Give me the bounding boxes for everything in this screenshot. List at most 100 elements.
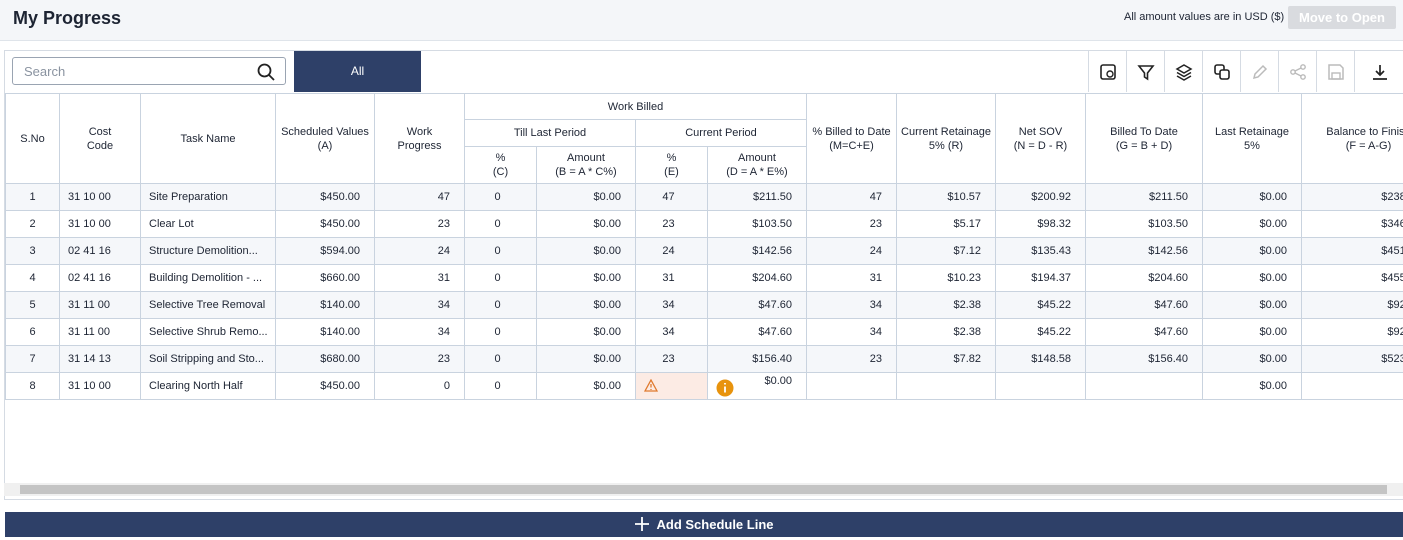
warning-icon bbox=[643, 378, 659, 392]
table-cell: $148.58 bbox=[995, 345, 1086, 373]
info-icon bbox=[716, 379, 734, 397]
table-cell: $5.17 bbox=[896, 210, 996, 238]
column-header: S.No bbox=[5, 93, 60, 184]
report-button[interactable] bbox=[1088, 51, 1126, 92]
table-cell: $103.50 bbox=[1085, 210, 1203, 238]
table-cell: 34 bbox=[635, 318, 708, 346]
column-header: Cost Code bbox=[59, 93, 141, 184]
table-row: 6 31 11 00 Selective Shrub Remo... $140.00 3… bbox=[5, 318, 1403, 346]
share-button[interactable] bbox=[1278, 51, 1316, 92]
add-schedule-line-button[interactable]: Add Schedule Line bbox=[5, 512, 1403, 537]
table-cell: $0.00 bbox=[1202, 210, 1302, 238]
table-cell: Building Demolition - ... bbox=[140, 264, 276, 292]
table-cell: 0 bbox=[464, 183, 537, 211]
column-header: Balance to Finish (F = A-G) bbox=[1301, 93, 1403, 184]
table-cell: 3 bbox=[5, 237, 60, 265]
table-cell: 23 bbox=[635, 210, 708, 238]
table-cell bbox=[995, 372, 1086, 400]
table-cell: $0.00 bbox=[536, 183, 636, 211]
table-cell: 4 bbox=[5, 264, 60, 292]
table-cell: $45.22 bbox=[995, 318, 1086, 346]
table-cell: $47.60 bbox=[707, 291, 807, 319]
table-cell bbox=[806, 372, 897, 400]
table-cell: $92.40 bbox=[1301, 291, 1403, 319]
table-cell: Clear Lot bbox=[140, 210, 276, 238]
table-cell bbox=[1085, 372, 1203, 400]
table-cell: 23 bbox=[374, 210, 465, 238]
table-cell: $200.92 bbox=[995, 183, 1086, 211]
table-cell: $0.00 bbox=[536, 318, 636, 346]
table-cell: 23 bbox=[806, 210, 897, 238]
table-cell: 0 bbox=[464, 210, 537, 238]
table-row: 5 31 11 00 Selective Tree Removal $140.00 34… bbox=[5, 291, 1403, 319]
table-cell: 5 bbox=[5, 291, 60, 319]
table-cell: 24 bbox=[635, 237, 708, 265]
table-cell: $98.32 bbox=[995, 210, 1086, 238]
column-header: Task Name bbox=[140, 93, 276, 184]
horizontal-scrollbar[interactable] bbox=[4, 483, 1403, 496]
column-header: Billed To Date (G = B + D) bbox=[1085, 93, 1203, 184]
column-header: % Billed to Date (M=C+E) bbox=[806, 93, 897, 184]
table-cell: 0 bbox=[374, 372, 465, 400]
table-cell: 31 bbox=[635, 264, 708, 292]
schedule-table: S.No Cost Code Task Name Scheduled Values (… bbox=[5, 93, 1403, 400]
table-cell: $346.50 bbox=[1301, 210, 1403, 238]
table-cell: 31 10 00 bbox=[59, 372, 141, 400]
search-box[interactable]: Search bbox=[12, 57, 286, 85]
column-header: % (C) bbox=[464, 146, 537, 184]
table-cell: $451.44 bbox=[1301, 237, 1403, 265]
table-cell: $103.50 bbox=[707, 210, 807, 238]
table-cell: $47.60 bbox=[1085, 318, 1203, 346]
table-cell: 31 14 13 bbox=[59, 345, 141, 373]
filter-button[interactable] bbox=[1126, 51, 1164, 92]
table-cell: $0.00 bbox=[1202, 183, 1302, 211]
download-button[interactable] bbox=[1354, 51, 1403, 92]
scroll-thumb[interactable] bbox=[20, 485, 1387, 494]
table-cell: $660.00 bbox=[275, 264, 375, 292]
table-cell: $0.00 bbox=[1202, 372, 1302, 400]
table-cell: $450.00 bbox=[275, 183, 375, 211]
table-cell: 0 bbox=[464, 372, 537, 400]
move-button[interactable]: Move to Open bbox=[1288, 6, 1396, 29]
search-placeholder: Search bbox=[24, 64, 66, 79]
table-cell: $0.00 bbox=[536, 210, 636, 238]
header-row: S.No Cost Code Task Name Scheduled Values (… bbox=[5, 93, 1403, 184]
edit-button[interactable] bbox=[1240, 51, 1278, 92]
table-cell: $0.00 bbox=[1202, 291, 1302, 319]
table-row: 8 31 10 00 Clearing North Half $450.00 0 0 $0.… bbox=[5, 372, 1403, 400]
column-header: % (E) bbox=[635, 146, 708, 184]
table-cell: Clearing North Half bbox=[140, 372, 276, 400]
table-cell: Structure Demolition... bbox=[140, 237, 276, 265]
table-cell: 23 bbox=[806, 345, 897, 373]
copy-button[interactable] bbox=[1202, 51, 1240, 92]
table-cell: Selective Tree Removal bbox=[140, 291, 276, 319]
table-cell: $450.00 bbox=[275, 210, 375, 238]
tab-all[interactable]: All bbox=[294, 51, 421, 92]
table-cell bbox=[896, 372, 996, 400]
table-cell: 1 bbox=[5, 183, 60, 211]
layers-button[interactable] bbox=[1164, 51, 1202, 92]
table-cell: Site Preparation bbox=[140, 183, 276, 211]
table-cell: $0.00 bbox=[1202, 264, 1302, 292]
table-cell: $142.56 bbox=[1085, 237, 1203, 265]
table-cell: 0 bbox=[464, 237, 537, 265]
table-cell: Soil Stripping and Sto... bbox=[140, 345, 276, 373]
plus-icon bbox=[635, 517, 650, 531]
table-cell: $204.60 bbox=[1085, 264, 1203, 292]
table-cell: 34 bbox=[806, 318, 897, 346]
table-cell: $92.40 bbox=[1301, 318, 1403, 346]
table-cell: $2.38 bbox=[896, 318, 996, 346]
save-button[interactable] bbox=[1316, 51, 1354, 92]
table-cell: 34 bbox=[806, 291, 897, 319]
column-header: Work Progress bbox=[374, 93, 465, 184]
table-cell: $211.50 bbox=[707, 183, 807, 211]
table-cell: 0 bbox=[464, 291, 537, 319]
header-bar: My Progress All amount values are in USD… bbox=[0, 0, 1403, 41]
subgroup-header: Current Period bbox=[635, 119, 807, 147]
group-header: Work Billed bbox=[464, 93, 807, 120]
page-title: My Progress bbox=[13, 8, 122, 28]
table-cell: $47.60 bbox=[1085, 291, 1203, 319]
table-cell: 47 bbox=[806, 183, 897, 211]
table-cell: Selective Shrub Remo... bbox=[140, 318, 276, 346]
table-row: 4 02 41 16 Building Demolition - ... $660.0… bbox=[5, 264, 1403, 292]
